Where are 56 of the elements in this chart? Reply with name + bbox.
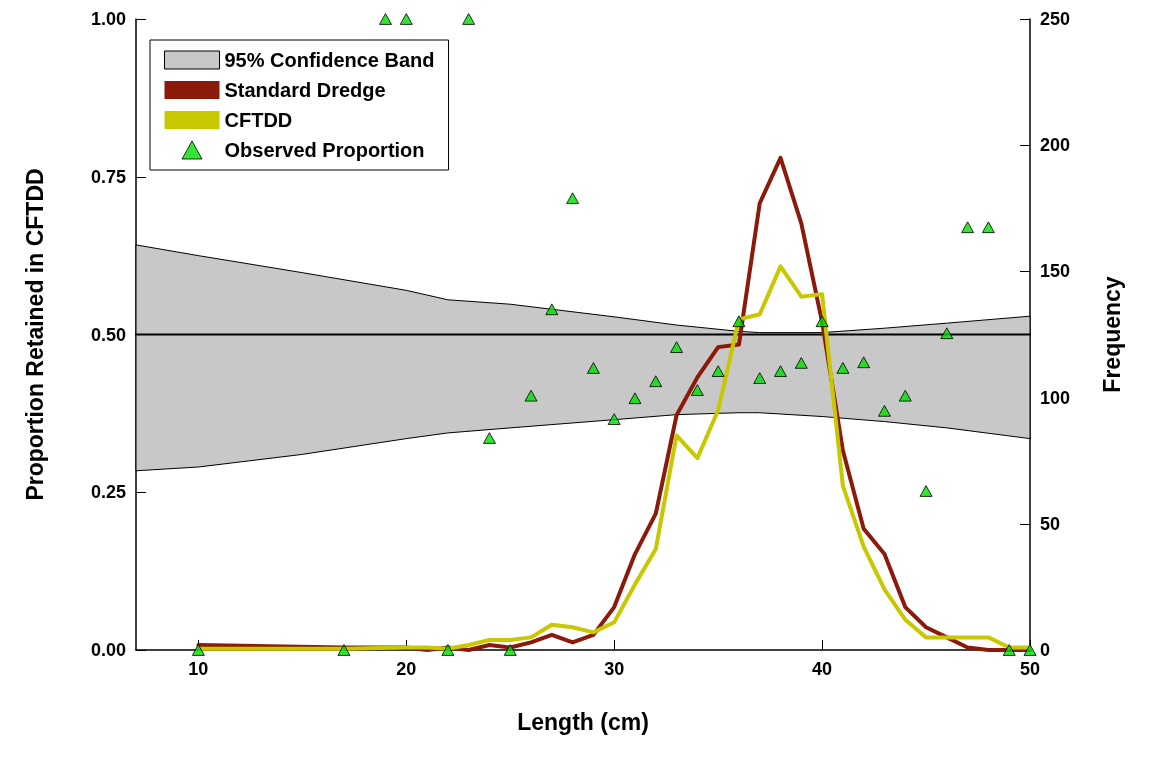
point [836,362,850,374]
y2-tick-label: 0 [1040,640,1051,660]
point [586,362,600,374]
point [857,356,871,369]
point [441,644,455,656]
point [378,13,392,25]
x-tick-label: 50 [1019,659,1041,679]
point [690,384,704,396]
point [919,485,933,497]
y2-tick-label: 50 [1040,513,1061,534]
point [794,356,808,369]
y2-tick-label: 250 [1040,9,1071,29]
point [503,644,517,656]
y-axis-title: Proportion Retained in CFTDD [21,168,48,501]
point [1002,644,1016,656]
y2-tick-label: 200 [1040,135,1071,156]
legend-label: Standard Dredge [224,79,386,101]
point [482,432,496,444]
point [399,13,413,25]
point [337,644,351,656]
point [753,372,767,384]
point [191,644,205,656]
point [566,192,580,205]
x-axis-title: Length (cm) [517,708,649,735]
y2-tick-label: 100 [1040,387,1071,408]
point [732,315,746,328]
legend-label: CFTDD [224,109,293,131]
point [774,365,788,377]
y-tick-label: 1.00 [90,9,126,29]
legend-label: 95% Confidence Band [224,49,435,71]
point [670,341,684,354]
point [649,375,663,388]
point [940,327,954,340]
point [628,392,642,405]
x-tick-label: 10 [188,659,209,679]
point [1023,644,1037,656]
point [711,365,725,377]
point [961,221,975,234]
x-tick-label: 30 [604,659,625,679]
x-tick-label: 20 [396,659,417,679]
y-tick-label: 0.50 [90,324,126,345]
point [981,221,995,234]
y2-axis-title: Frequency [1098,276,1125,393]
point [815,315,829,328]
point [462,13,476,25]
point [607,413,621,425]
y-tick-label: 0.00 [90,640,126,660]
point [524,389,538,402]
point [898,389,912,402]
point [545,303,559,316]
y-tick-label: 0.25 [90,482,126,503]
y-tick-label: 0.75 [90,166,126,187]
y2-tick-label: 150 [1040,261,1071,282]
legend-label: Observed Proportion [224,139,425,161]
x-tick-label: 40 [812,659,833,679]
point [877,404,891,417]
